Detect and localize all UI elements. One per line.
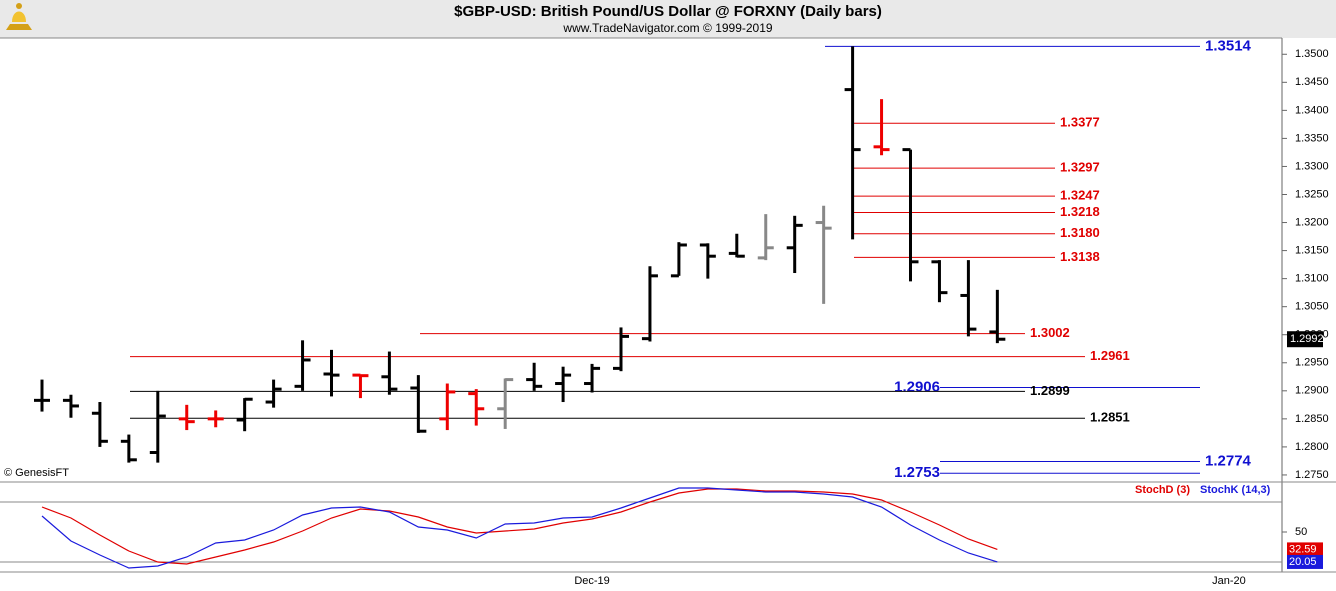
y-tick-label: 1.3450 (1295, 76, 1329, 88)
level-label: 1.3138 (1060, 249, 1100, 264)
level-label: 1.3297 (1060, 160, 1100, 175)
y-tick-label: 1.2750 (1295, 469, 1329, 481)
stoch-line (41, 488, 998, 565)
y-tick-label: 1.3100 (1295, 273, 1329, 285)
stoch-line (41, 487, 998, 569)
level-label: 1.2851 (1090, 410, 1130, 425)
last-price-label: 1.2992 (1290, 333, 1324, 345)
level-label: 1.3180 (1060, 225, 1100, 240)
level-label: 1.2774 (1205, 452, 1252, 469)
value-label: 20.05 (1289, 556, 1317, 568)
x-tick-label: Dec-19 (574, 575, 609, 587)
level-label: 1.2906 (894, 378, 940, 395)
chart-title: $GBP-USD: British Pound/US Dollar @ FORX… (454, 3, 882, 20)
level-label: 1.2753 (894, 464, 940, 481)
level-label: 1.2899 (1030, 383, 1070, 398)
y-tick-label: 1.2850 (1295, 413, 1329, 425)
legend-label: StochK (14,3) (1200, 484, 1271, 496)
y-tick-label: 1.3050 (1295, 301, 1329, 313)
level-label: 1.2961 (1090, 348, 1130, 363)
copyright: © GenesisFT (4, 467, 69, 479)
y-tick-label: 1.3300 (1295, 160, 1329, 172)
y-tick-label: 1.2900 (1295, 385, 1329, 397)
y-tick-label: 1.3200 (1295, 216, 1329, 228)
y-tick-label: 1.3400 (1295, 104, 1329, 116)
y-tick-label: 1.3150 (1295, 244, 1329, 256)
y-tick-label: 50 (1295, 526, 1307, 538)
x-tick-label: Jan-20 (1212, 575, 1246, 587)
header-band (0, 0, 1336, 38)
y-tick-label: 1.3350 (1295, 132, 1329, 144)
y-tick-label: 1.3250 (1295, 188, 1329, 200)
chart-subtitle: www.TradeNavigator.com © 1999-2019 (562, 21, 772, 35)
value-box (1287, 554, 1323, 569)
level-label: 1.3377 (1060, 115, 1100, 130)
value-label: 32.59 (1289, 543, 1317, 555)
level-label: 1.3514 (1205, 37, 1252, 54)
level-label: 1.3247 (1060, 188, 1100, 203)
logo (6, 3, 32, 30)
y-tick-label: 1.3500 (1295, 48, 1329, 60)
level-label: 1.3218 (1060, 204, 1100, 219)
y-tick-label: 1.2800 (1295, 441, 1329, 453)
level-label: 1.3002 (1030, 325, 1070, 340)
y-tick-label: 1.2950 (1295, 357, 1329, 369)
legend-label: StochD (3) (1135, 484, 1190, 496)
last-price-box (1287, 331, 1323, 348)
value-box (1287, 542, 1323, 557)
